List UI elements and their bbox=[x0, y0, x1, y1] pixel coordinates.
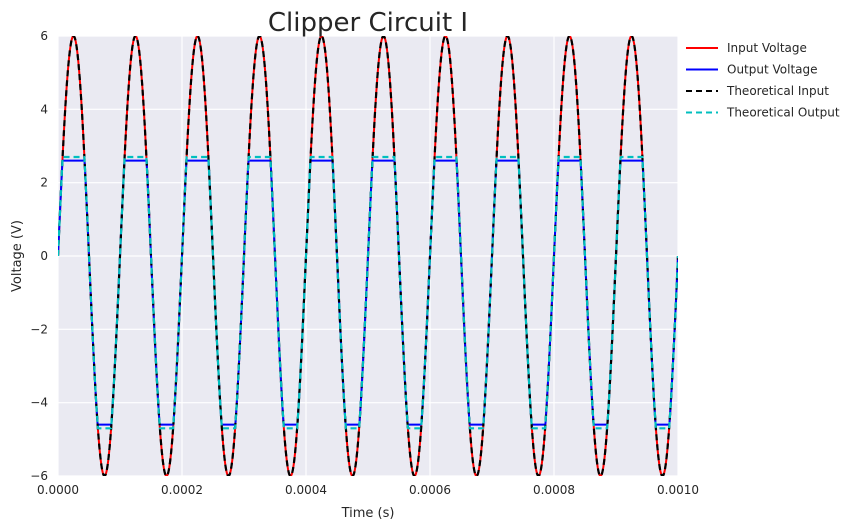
y-tick-label: 4 bbox=[40, 102, 48, 116]
y-tick-label: −4 bbox=[30, 396, 48, 410]
x-tick-labels: 0.0000 0.0002 0.0004 0.0006 0.0008 0.0010 bbox=[37, 483, 699, 497]
x-tick-label: 0.0008 bbox=[533, 483, 575, 497]
x-tick-label: 0.0000 bbox=[37, 483, 79, 497]
x-tick-label: 0.0006 bbox=[409, 483, 451, 497]
y-tick-label: 2 bbox=[40, 176, 48, 190]
x-axis-label: Time (s) bbox=[341, 506, 395, 521]
y-tick-label: −6 bbox=[30, 469, 48, 483]
y-tick-label: 6 bbox=[40, 29, 48, 43]
series-layer bbox=[58, 36, 678, 476]
legend-label: Input Voltage bbox=[727, 41, 807, 55]
series-line-theoretical-output bbox=[58, 155, 678, 430]
y-tick-label: 0 bbox=[40, 249, 48, 263]
y-tick-labels: −6 −4 −2 0 2 4 6 bbox=[30, 29, 48, 483]
x-tick-label: 0.0010 bbox=[657, 483, 699, 497]
x-tick-label: 0.0004 bbox=[285, 483, 327, 497]
x-tick-label: 0.0002 bbox=[161, 483, 203, 497]
legend-label: Theoretical Output bbox=[726, 106, 840, 120]
legend-label: Output Voltage bbox=[727, 63, 818, 77]
y-tick-label: −2 bbox=[30, 322, 48, 336]
legend-label: Theoretical Input bbox=[726, 84, 829, 98]
chart-title: Clipper Circuit I bbox=[268, 8, 468, 38]
y-axis-label: Voltage (V) bbox=[10, 220, 25, 292]
legend: Input Voltage Output Voltage Theoretical I… bbox=[686, 41, 840, 120]
